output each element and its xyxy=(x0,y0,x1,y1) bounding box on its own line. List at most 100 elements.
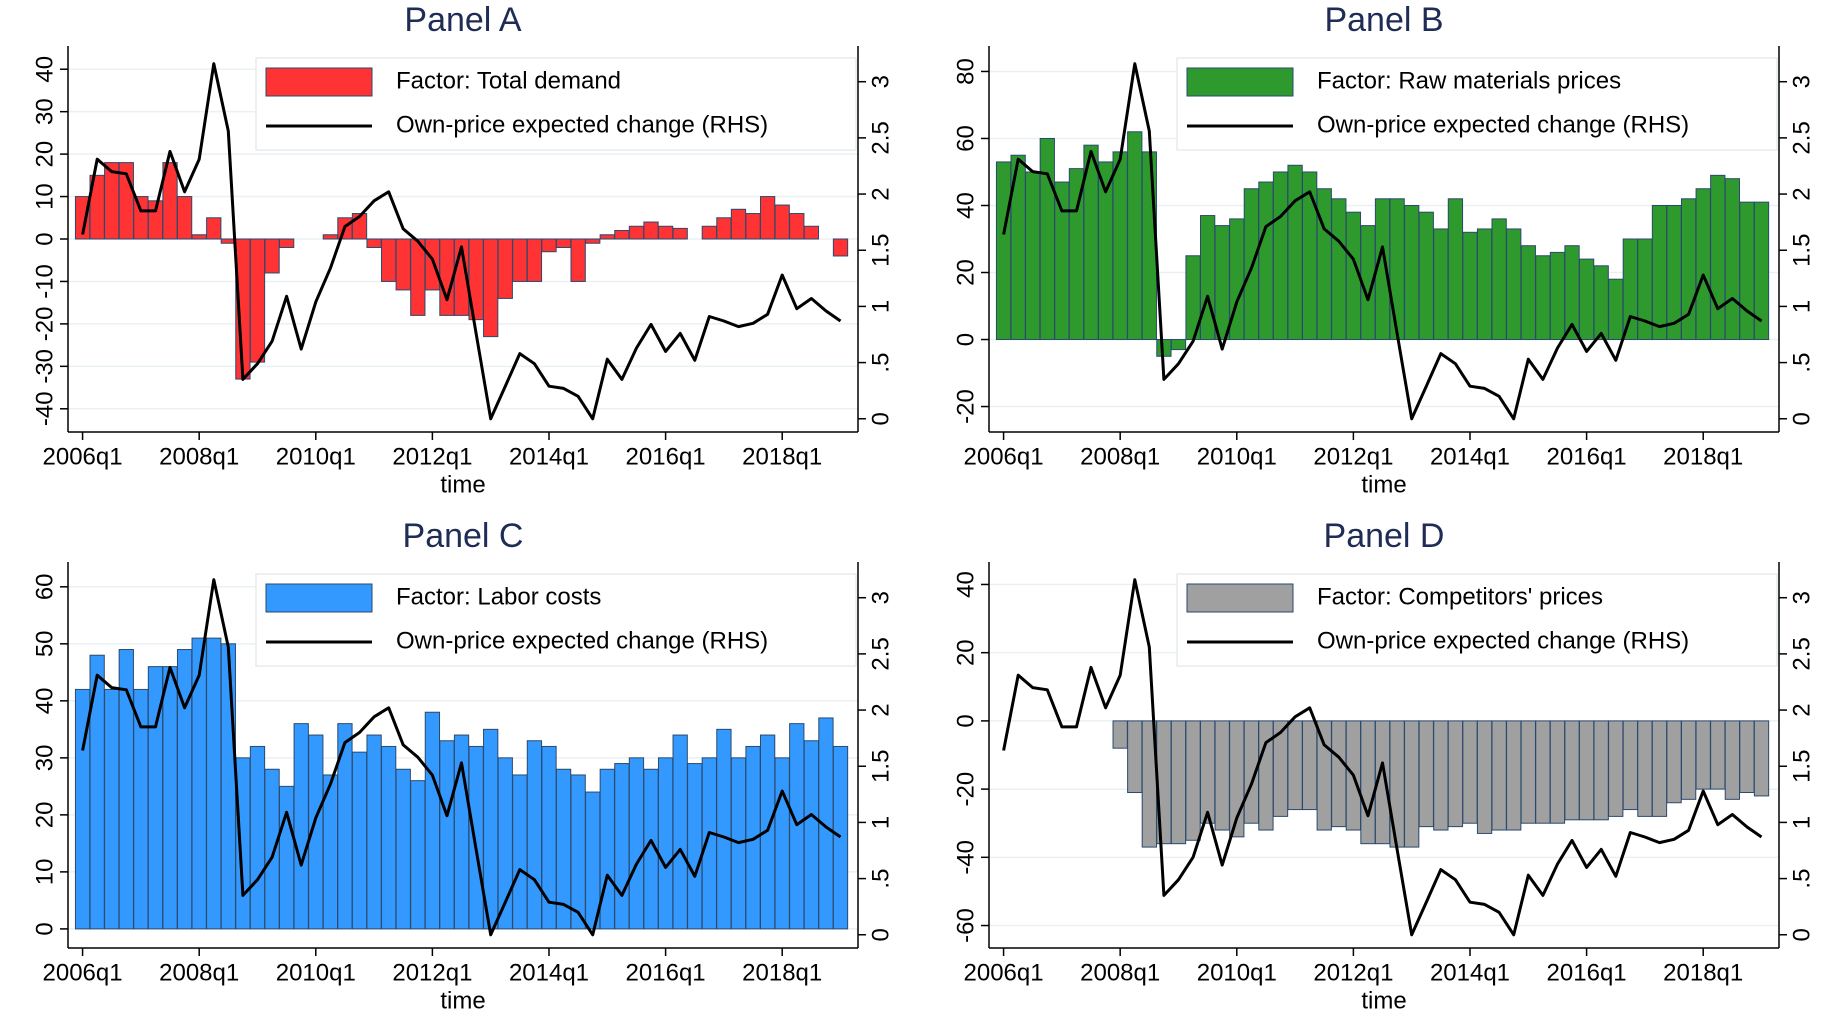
bar xyxy=(395,768,411,930)
bar xyxy=(716,728,732,930)
y-tick-label: -20 xyxy=(952,389,979,424)
bar xyxy=(614,763,630,930)
bar xyxy=(381,745,397,930)
bar xyxy=(1535,255,1551,341)
x-tick-label: 2014q1 xyxy=(1430,959,1510,986)
bar xyxy=(716,217,732,240)
bar xyxy=(176,196,193,240)
bar xyxy=(366,734,382,930)
bar xyxy=(1199,215,1216,341)
x-tick-label: 2012q1 xyxy=(1313,443,1393,470)
bar xyxy=(599,234,615,240)
bar xyxy=(191,637,207,930)
bar xyxy=(1316,720,1332,831)
bar xyxy=(410,780,426,930)
y2-tick-label: 2 xyxy=(1788,187,1815,200)
y-tick-label: 10 xyxy=(31,183,58,210)
bar xyxy=(1710,174,1726,341)
bar xyxy=(628,225,645,240)
bar xyxy=(235,757,251,930)
bar xyxy=(789,213,805,240)
x-tick-label: 2006q1 xyxy=(964,959,1044,986)
bar xyxy=(191,234,207,240)
panel-title: Panel B xyxy=(1324,1,1443,39)
bar xyxy=(1258,720,1274,831)
x-tick-label: 2018q1 xyxy=(1663,959,1743,986)
bar xyxy=(512,238,528,282)
legend-swatch xyxy=(1186,67,1294,97)
bar xyxy=(1608,720,1624,817)
x-tick-label: 2008q1 xyxy=(159,443,239,470)
bar xyxy=(1695,188,1711,341)
bar xyxy=(1025,171,1041,341)
y2-tick-label: 2 xyxy=(1788,703,1815,716)
bar xyxy=(1593,265,1609,341)
bar xyxy=(220,643,236,930)
y-tick-label: 20 xyxy=(31,141,58,168)
bar xyxy=(395,238,411,291)
bar xyxy=(366,238,382,248)
bar xyxy=(803,225,820,240)
bar xyxy=(424,711,441,930)
y-tick-label: 0 xyxy=(31,922,58,935)
x-tick-label: 2010q1 xyxy=(1197,959,1277,986)
x-tick-label: 2012q1 xyxy=(392,443,472,470)
bar xyxy=(526,740,543,930)
x-tick-label: 2018q1 xyxy=(742,443,822,470)
bar xyxy=(789,723,805,930)
bar xyxy=(1578,258,1595,341)
y-tick-label: 20 xyxy=(952,259,979,286)
bar xyxy=(468,745,484,930)
bar xyxy=(1666,720,1682,804)
bar xyxy=(1331,720,1347,828)
panel-title: Panel D xyxy=(1324,517,1445,555)
y2-tick-label: 1 xyxy=(1788,300,1815,313)
bar xyxy=(541,238,557,253)
bar xyxy=(1549,251,1566,341)
y2-tick-label: 1 xyxy=(867,300,894,313)
bar xyxy=(1302,720,1318,811)
bar xyxy=(1549,720,1566,824)
bar xyxy=(104,688,120,930)
bar xyxy=(1462,231,1478,341)
bar xyxy=(1447,720,1464,828)
legend-label: Factor: Labor costs xyxy=(396,583,601,610)
legend-label: Own-price expected change (RHS) xyxy=(396,111,768,138)
bar xyxy=(657,757,674,930)
y2-tick-label: 3 xyxy=(867,75,894,88)
bar xyxy=(1724,178,1740,341)
bar xyxy=(687,763,703,930)
panel: Panel B -20 0 20 40 60 80 0 .5 1 1.5 2 2.5 3 2006q1 200… xyxy=(952,1,1815,498)
bar xyxy=(1214,225,1230,341)
bar xyxy=(264,238,280,274)
y-tick-label: -10 xyxy=(31,264,58,299)
x-axis-label: time xyxy=(440,471,485,498)
bar xyxy=(1418,720,1434,828)
bar xyxy=(1753,720,1770,797)
y-tick-label: 40 xyxy=(952,192,979,219)
x-tick-label: 2018q1 xyxy=(1663,443,1743,470)
bar xyxy=(774,204,790,240)
x-tick-label: 2014q1 xyxy=(509,959,589,986)
bar xyxy=(1462,720,1478,824)
y-tick-label: 30 xyxy=(31,98,58,125)
y2-tick-label: 1.5 xyxy=(867,234,894,267)
bar xyxy=(1316,188,1332,341)
bar xyxy=(1680,720,1697,800)
legend-label: Own-price expected change (RHS) xyxy=(1317,627,1689,654)
bar xyxy=(730,208,747,240)
line xyxy=(81,578,842,937)
legend-label: Factor: Competitors' prices xyxy=(1317,583,1603,610)
x-axis-label: time xyxy=(1361,471,1406,498)
bar xyxy=(249,238,266,363)
bar xyxy=(1710,720,1726,790)
bar xyxy=(1506,228,1522,341)
bar xyxy=(643,221,659,240)
bar xyxy=(1170,339,1187,351)
y-tick-label: 20 xyxy=(952,639,979,666)
bar xyxy=(133,196,149,240)
line xyxy=(1002,578,1763,937)
y-tick-label: 0 xyxy=(952,714,979,727)
